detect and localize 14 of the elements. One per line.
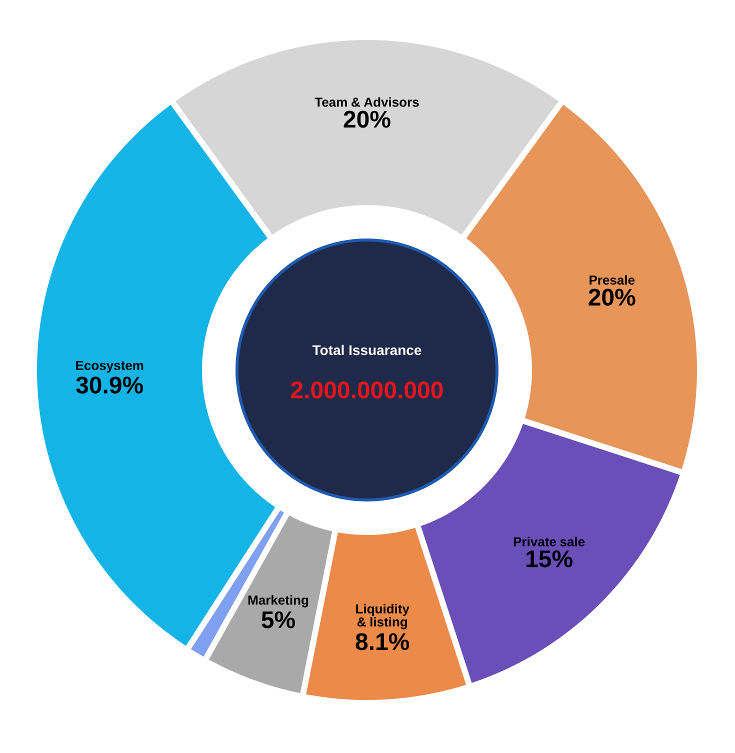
slice-label: Private sale <box>514 536 585 546</box>
text: 2.000.000.000 <box>291 382 443 398</box>
data-label: 8.1% <box>356 633 410 650</box>
data-label: 30.9% <box>76 376 143 394</box>
slice-label: Ecosystem <box>76 360 144 373</box>
data-label: 15% <box>526 550 572 568</box>
slice-label: Presale <box>590 275 635 285</box>
data-label: 5% <box>262 611 295 628</box>
data-label: 20% <box>588 288 636 306</box>
text: Total Issuarance <box>312 344 422 356</box>
slice-label: Team & Advisors <box>314 97 419 107</box>
slice-label: Liquidity & listing <box>356 604 410 630</box>
slice-label: Marketing <box>248 595 308 608</box>
data-label: 20% <box>344 110 390 128</box>
